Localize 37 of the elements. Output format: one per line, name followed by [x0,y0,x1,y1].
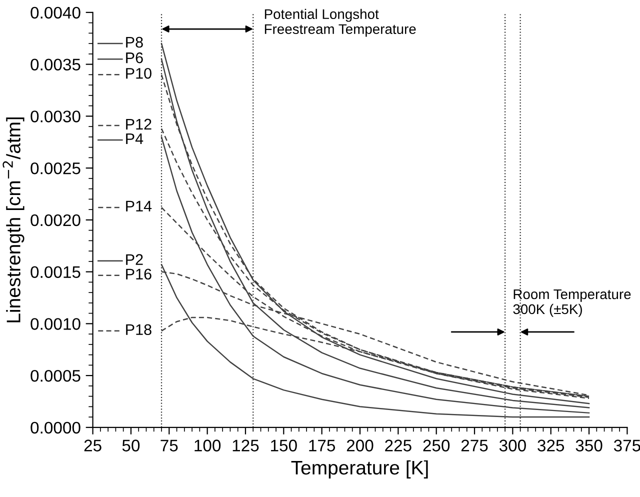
y-tick-label: 0.0040 [30,6,80,19]
annotation: Room Temperature 300K (±5K) [513,289,631,317]
y-tick-label: 0.0005 [30,370,80,382]
legend-label: P16 [126,268,152,280]
y-tick-label: 0.0015 [30,266,80,278]
x-tick-label: 25 [84,440,102,452]
legend-label: P10 [126,68,152,79]
x-tick-label: 200 [346,440,374,452]
x-tick-label: 50 [122,440,140,452]
legend-label: P6 [126,52,143,64]
x-tick-label: 175 [309,440,336,452]
y-tick-label: 0.0020 [30,214,80,226]
x-tick-label: 225 [385,440,412,452]
x-tick-label: 375 [614,440,640,452]
x-tick-label: 275 [461,440,488,452]
legend-label: P12 [126,118,152,130]
y-tick-label: 0.0035 [30,58,80,71]
x-tick-label: 250 [423,440,450,452]
legend-label: P18 [126,324,152,336]
y-axis-title: Linestrength [cm$^{−2}$/atm] [2,117,24,322]
x-tick-label: 150 [271,440,297,452]
legend-label: P8 [126,36,143,48]
x-tick-label: 75 [160,440,178,452]
y-tick-label: 0.0000 [30,422,80,434]
legend-label: P2 [126,254,143,265]
y-tick-label: 0.0030 [30,110,80,122]
x-axis-title: Temperature [K] [291,460,428,478]
legend-label: P14 [126,200,152,212]
x-tick-label: 125 [232,440,259,452]
x-tick-label: 325 [538,440,564,452]
legend-label: P4 [126,133,144,144]
x-tick-label: 300 [499,440,526,452]
x-tick-label: 350 [576,440,602,452]
y-tick-label: 0.0025 [30,162,80,174]
x-tick-label: 100 [194,440,221,452]
y-tick-label: 0.0010 [30,318,80,330]
annotation: Potential Longshot Freestream Temperature [264,8,416,37]
